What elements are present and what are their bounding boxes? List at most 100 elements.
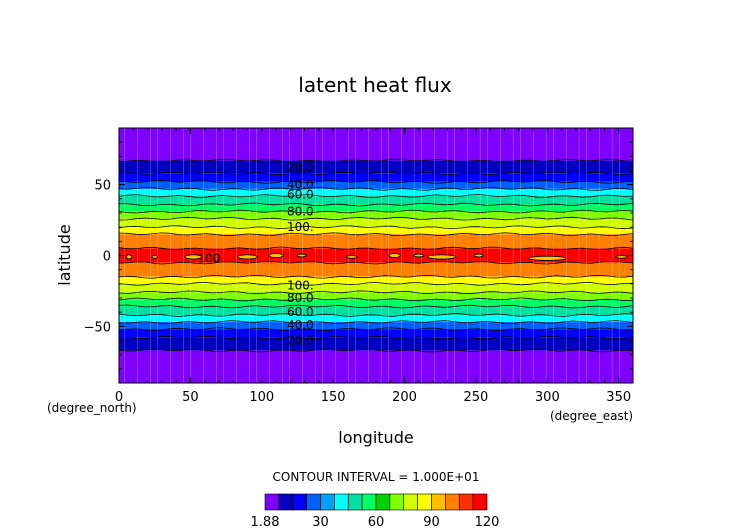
colorbar-swatch-15 (472, 493, 488, 511)
maximum-region-0 (125, 254, 133, 260)
colorbar-label-2: 60 (368, 515, 385, 530)
maximum-region-9 (426, 254, 457, 260)
band-6 (119, 204, 633, 212)
maximum-region-12 (615, 255, 628, 259)
contour-label-equator: 100 (197, 251, 220, 265)
band-21 (119, 337, 633, 351)
colorbar-swatch-12 (431, 493, 446, 511)
maximum-region-1 (151, 255, 158, 259)
contour-line-4 (118, 187, 634, 191)
contour-line-17 (118, 304, 634, 309)
maximum-region-11 (528, 255, 567, 261)
y-tick-label-0: 50 (94, 179, 111, 194)
colorbar-swatch-4 (320, 493, 335, 511)
contour-line-6 (119, 202, 634, 207)
band-4 (119, 188, 633, 196)
band-15 (119, 292, 633, 300)
chart-title: latent heat flux (298, 73, 452, 97)
band-0 (119, 128, 633, 161)
plot-area: 20.040.060.080.0100.100.80.060.040.020.0… (84, 127, 634, 405)
colorbar-label-0: 1.88 (251, 515, 280, 530)
colorbar-label-3: 90 (423, 515, 440, 530)
contour-line-1 (118, 158, 634, 163)
maximum-region-5 (297, 253, 307, 258)
maximum-region-4 (268, 252, 284, 259)
contour-label-north-1: 40.0 (287, 178, 314, 192)
band-17 (119, 306, 633, 315)
colorbar-swatch-6 (347, 493, 363, 511)
contour-line-20 (118, 327, 634, 332)
colorbar-swatch-10 (403, 493, 418, 511)
band-14 (119, 283, 633, 293)
band-8 (119, 218, 633, 228)
contour-line-16 (118, 297, 634, 302)
maximum-region-3 (237, 254, 258, 260)
colorbar-swatch-13 (445, 493, 460, 511)
contour-line-3 (118, 179, 634, 184)
contour-line-15 (118, 290, 634, 295)
band-9 (119, 227, 633, 235)
band-18 (119, 315, 633, 323)
contour-label-south-0: 100. (287, 278, 314, 292)
contour-line-22 (118, 348, 634, 353)
contour-line-5 (118, 194, 634, 198)
band-1 (119, 160, 633, 174)
x-axis-label: longitude (338, 428, 413, 447)
colorbar-swatch-3 (306, 493, 321, 511)
contour-line-18 (118, 313, 634, 317)
colorbar-swatch-9 (389, 493, 405, 511)
x-tick-label-2: 100 (249, 390, 274, 405)
x-tick-label-7: 350 (606, 390, 631, 405)
maximum-region-7 (388, 252, 401, 259)
x-tick-label-5: 250 (464, 390, 489, 405)
contour-label-north-0: 20.0 (287, 161, 314, 175)
colorbar-swatch-0 (264, 493, 280, 511)
x-tick-label-4: 200 (392, 390, 417, 405)
x-tick-label-6: 300 (535, 390, 560, 405)
y-axis-unit: (degree_north) (47, 401, 137, 415)
contour-interval: CONTOUR INTERVAL = 1.000E+01 (273, 470, 480, 484)
contour-line-11 (118, 246, 634, 251)
band-12 (119, 262, 633, 277)
contour-line-2 (118, 171, 634, 176)
contour-label-north-4: 100. (287, 220, 314, 234)
band-2 (119, 173, 633, 182)
contour-line-14 (118, 281, 634, 286)
band-16 (119, 299, 633, 307)
y-axis-label: latitude (55, 224, 74, 285)
x-tick-label-1: 50 (182, 390, 199, 405)
contour-line-7 (118, 209, 634, 214)
contour-line-9 (118, 225, 634, 230)
contour-label-south-3: 40.0 (287, 318, 314, 332)
band-7 (119, 211, 633, 219)
contour-label-north-3: 80.0 (287, 205, 314, 219)
colorbar-swatch-2 (292, 493, 307, 511)
band-19 (119, 322, 633, 330)
colorbar: 1.88 30 60 90 120 (251, 493, 499, 530)
colorbar-swatch-7 (361, 493, 377, 511)
x-tick-label-3: 150 (321, 390, 346, 405)
band-5 (119, 196, 633, 205)
y-tick-label-2: −50 (84, 320, 111, 335)
colorbar-swatch-1 (278, 493, 294, 511)
y-tick-label-1: 0 (103, 250, 111, 265)
maximum-region-2 (184, 254, 203, 260)
band-20 (119, 329, 633, 338)
x-axis-unit: (degree_east) (550, 409, 633, 423)
contour-line-13 (118, 274, 634, 279)
colorbar-label-1: 30 (312, 515, 329, 530)
contour-line-8 (118, 216, 634, 221)
maximum-region-6 (345, 255, 358, 259)
contour-line-21 (118, 335, 634, 340)
contour-label-south-2: 60.0 (287, 305, 314, 319)
contour-label-north-2: 60.0 (287, 188, 314, 202)
colorbar-swatch-8 (375, 493, 391, 511)
band-3 (119, 181, 633, 189)
band-22 (119, 350, 633, 383)
contour-line-19 (118, 320, 634, 324)
maximum-region-8 (413, 253, 425, 258)
contour-label-south-4: 20.0 (287, 334, 314, 348)
colorbar-swatch-5 (334, 493, 349, 511)
contour-label-south-1: 80.0 (287, 291, 314, 305)
